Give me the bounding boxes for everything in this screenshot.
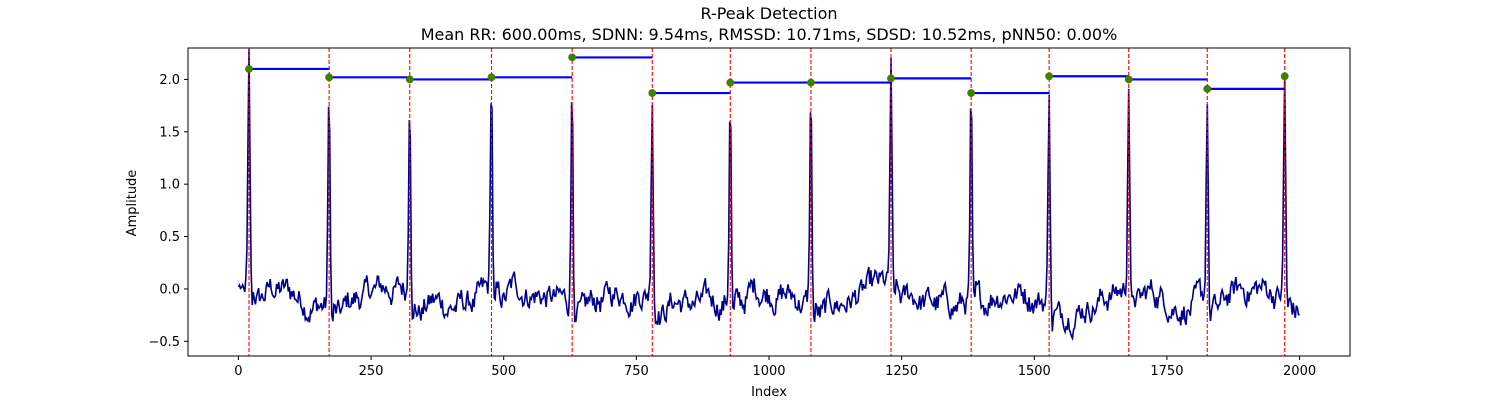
r-peak-marker: [325, 73, 334, 82]
r-peak-marker: [1124, 75, 1133, 84]
chart-title: R-Peak Detection: [700, 4, 837, 23]
y-tick-label: 2.0: [159, 73, 180, 88]
r-peak-marker: [648, 89, 657, 97]
y-axis: −0.5 0.0 0.5 1.0 1.5 2.0: [148, 73, 188, 350]
x-tick-label: 750: [624, 364, 649, 379]
y-tick-label: 1.5: [159, 125, 180, 140]
r-peak-marker: [245, 65, 253, 73]
r-peak-marker: [726, 78, 735, 87]
r-peak-marker: [1203, 84, 1212, 93]
r-peak-marker: [405, 75, 414, 84]
x-tick-label: 500: [491, 364, 516, 379]
x-tick-label: 250: [359, 364, 384, 379]
r-peak-marker: [568, 53, 577, 62]
y-tick-label: 1.0: [159, 178, 180, 193]
y-tick-label: 0.0: [159, 282, 180, 297]
x-tick-label: 1750: [1150, 364, 1183, 379]
x-tick-label: 0: [234, 364, 242, 379]
r-peak-marker: [487, 73, 496, 82]
r-peak-marker: [1045, 72, 1054, 81]
ecg-signal-line: [237, 49, 1300, 342]
y-tick-label: 0.5: [159, 230, 180, 245]
x-tick-label: 1000: [752, 364, 785, 379]
x-tick-label: 1500: [1018, 364, 1051, 379]
r-peak-marker: [1280, 72, 1289, 81]
r-peak-marker: [967, 89, 976, 97]
r-peak-marker: [807, 78, 815, 87]
x-tick-label: 1250: [885, 364, 918, 379]
x-tick-label: 2000: [1283, 364, 1316, 379]
chart-subtitle: Mean RR: 600.00ms, SDNN: 9.54ms, RMSSD: …: [421, 25, 1118, 44]
x-axis-label: Index: [751, 385, 787, 400]
r-peak-marker: [887, 74, 895, 83]
plot-area: [237, 48, 1300, 356]
y-axis-label: Amplitude: [125, 170, 140, 237]
x-axis: 0 250 500 750 1000 1250 1500 1750 2000: [234, 356, 1316, 379]
y-tick-label: −0.5: [148, 335, 180, 350]
